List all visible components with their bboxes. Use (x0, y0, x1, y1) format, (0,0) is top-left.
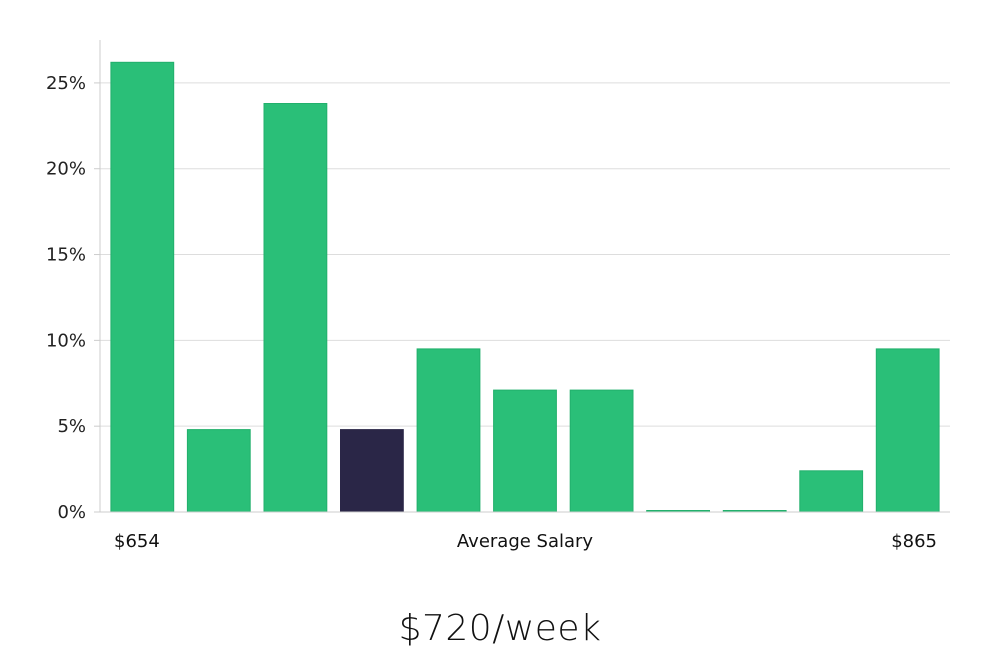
bar (569, 389, 634, 513)
bar (186, 429, 251, 513)
x-axis-title: Average Salary (457, 531, 594, 552)
bars (110, 61, 940, 513)
y-tick-labels: 0% 5% 10% 15% 20% 25% (46, 73, 86, 523)
bar (799, 470, 864, 513)
salary-histogram-chart: 0% 5% 10% 15% 20% 25% $654 Average Salary $86… (46, 40, 950, 552)
y-tick-label: 0% (57, 502, 86, 523)
y-tick-label: 5% (57, 416, 86, 437)
bar (263, 103, 328, 513)
bar (875, 348, 940, 513)
average-salary-headline: $720/week (398, 608, 602, 649)
bar (110, 61, 175, 513)
y-tick-label: 15% (46, 245, 86, 266)
y-tick-label: 25% (46, 73, 86, 94)
y-tick-label: 20% (46, 159, 86, 180)
bar (493, 389, 557, 513)
bar-highlighted (340, 429, 404, 513)
axes (94, 40, 950, 513)
gridlines (100, 82, 950, 427)
x-axis-min-label: $654 (114, 531, 160, 552)
bar (416, 348, 481, 513)
x-axis-max-label: $865 (891, 531, 937, 552)
y-tick-label: 10% (46, 330, 86, 351)
